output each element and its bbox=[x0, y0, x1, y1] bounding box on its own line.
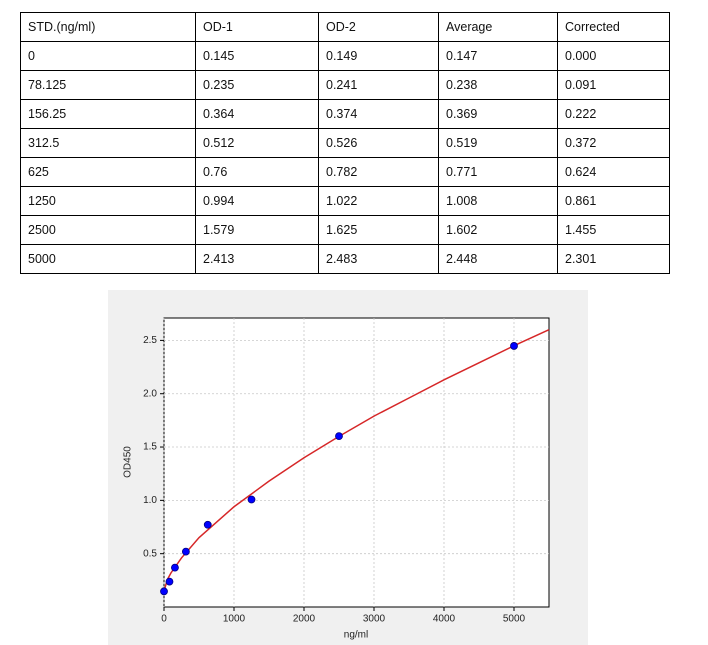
data-point bbox=[165, 577, 174, 586]
y-tick-label: 1.5 bbox=[143, 442, 157, 453]
table-cell: 2.483 bbox=[318, 244, 439, 274]
table-cell: 625 bbox=[20, 157, 196, 187]
table-cell: 156.25 bbox=[20, 99, 196, 129]
x-tick-label: 3000 bbox=[363, 614, 386, 625]
x-tick-label: 4000 bbox=[433, 614, 456, 625]
x-tick-label: 5000 bbox=[503, 614, 526, 625]
table-cell: 1.625 bbox=[318, 215, 439, 245]
table-cell: 1250 bbox=[20, 186, 196, 216]
table-row: 78.125 0.235 0.241 0.238 0.091 bbox=[20, 70, 670, 100]
y-tick-label: 0.5 bbox=[143, 548, 157, 559]
x-tick-label: 1000 bbox=[223, 614, 246, 625]
table-cell: 0.091 bbox=[557, 70, 670, 100]
table-row: 0 0.145 0.149 0.147 0.000 bbox=[20, 41, 670, 71]
x-tick-label: 0 bbox=[161, 614, 167, 625]
table-cell: 78.125 bbox=[20, 70, 196, 100]
table-cell: STD.(ng/ml) bbox=[20, 12, 196, 42]
table-cell: 1.455 bbox=[557, 215, 670, 245]
table-row: 5000 2.413 2.483 2.448 2.301 bbox=[20, 244, 670, 274]
table-cell: 2.413 bbox=[195, 244, 319, 274]
table-cell: 0.238 bbox=[438, 70, 558, 100]
table-cell: 0.147 bbox=[438, 41, 558, 71]
plot-area bbox=[163, 317, 550, 608]
table-cell: 0.149 bbox=[318, 41, 439, 71]
table-cell: 5000 bbox=[20, 244, 196, 274]
y-tick-label: 1.0 bbox=[143, 495, 157, 506]
y-tick-label: 2.5 bbox=[143, 335, 157, 346]
table-cell: 1.008 bbox=[438, 186, 558, 216]
table-cell: 0.512 bbox=[195, 128, 319, 158]
table-cell: 1.022 bbox=[318, 186, 439, 216]
table-cell: 1.602 bbox=[438, 215, 558, 245]
table-row: 1250 0.994 1.022 1.008 0.861 bbox=[20, 186, 670, 216]
table-cell: OD-1 bbox=[195, 12, 319, 42]
table-cell: 312.5 bbox=[20, 128, 196, 158]
table-cell: 0.364 bbox=[195, 99, 319, 129]
table-cell: OD-2 bbox=[318, 12, 439, 42]
data-point bbox=[203, 520, 212, 529]
table-cell: 2500 bbox=[20, 215, 196, 245]
data-point bbox=[160, 587, 168, 596]
table-cell: 0.235 bbox=[195, 70, 319, 100]
header-row: STD.(ng/ml) OD-1 OD-2 Average Corrected bbox=[20, 12, 670, 42]
table-cell: 0.374 bbox=[318, 99, 439, 129]
table-cell: 0 bbox=[20, 41, 196, 71]
y-axis-label: OD450 bbox=[123, 446, 134, 478]
table-cell: Corrected bbox=[557, 12, 670, 42]
data-point bbox=[171, 563, 179, 572]
table-cell: 2.448 bbox=[438, 244, 558, 274]
table-cell: 0.782 bbox=[318, 157, 439, 187]
table-cell: 1.579 bbox=[195, 215, 319, 245]
table-row: 156.25 0.364 0.374 0.369 0.222 bbox=[20, 99, 670, 129]
x-axis-label: ng/ml bbox=[344, 630, 368, 641]
table-cell: 0.519 bbox=[438, 128, 558, 158]
table-cell: 0.000 bbox=[557, 41, 670, 71]
table-cell: 0.372 bbox=[557, 128, 670, 158]
data-table: STD.(ng/ml) OD-1 OD-2 Average Corrected 0 0.14… bbox=[20, 12, 670, 274]
table-cell: 0.526 bbox=[318, 128, 439, 158]
x-tick-label: 2000 bbox=[293, 614, 316, 625]
table-cell: 0.241 bbox=[318, 70, 439, 100]
table-cell: 2.301 bbox=[557, 244, 670, 274]
table-cell: 0.222 bbox=[557, 99, 670, 129]
table-row: 2500 1.579 1.625 1.602 1.455 bbox=[20, 215, 670, 245]
table-cell: Average bbox=[438, 12, 558, 42]
table-cell: 0.76 bbox=[195, 157, 319, 187]
data-point bbox=[510, 342, 518, 350]
table-row: 625 0.76 0.782 0.771 0.624 bbox=[20, 157, 670, 187]
table-cell: 0.145 bbox=[195, 41, 319, 71]
table-cell: 0.861 bbox=[557, 186, 670, 216]
table-cell: 0.771 bbox=[438, 157, 558, 187]
table-cell: 0.994 bbox=[195, 186, 319, 216]
data-point bbox=[335, 432, 343, 441]
table-cell: 0.369 bbox=[438, 99, 558, 129]
data-point bbox=[247, 495, 256, 504]
data-point bbox=[181, 547, 190, 556]
table-row: 312.5 0.512 0.526 0.519 0.372 bbox=[20, 128, 670, 158]
table-cell: 0.624 bbox=[557, 157, 670, 187]
y-tick-label: 2.0 bbox=[143, 388, 157, 399]
chart: ng/ml OD450 0 1000 2000 3000 4000 5000 0.5 1.0 1… bbox=[108, 290, 588, 645]
